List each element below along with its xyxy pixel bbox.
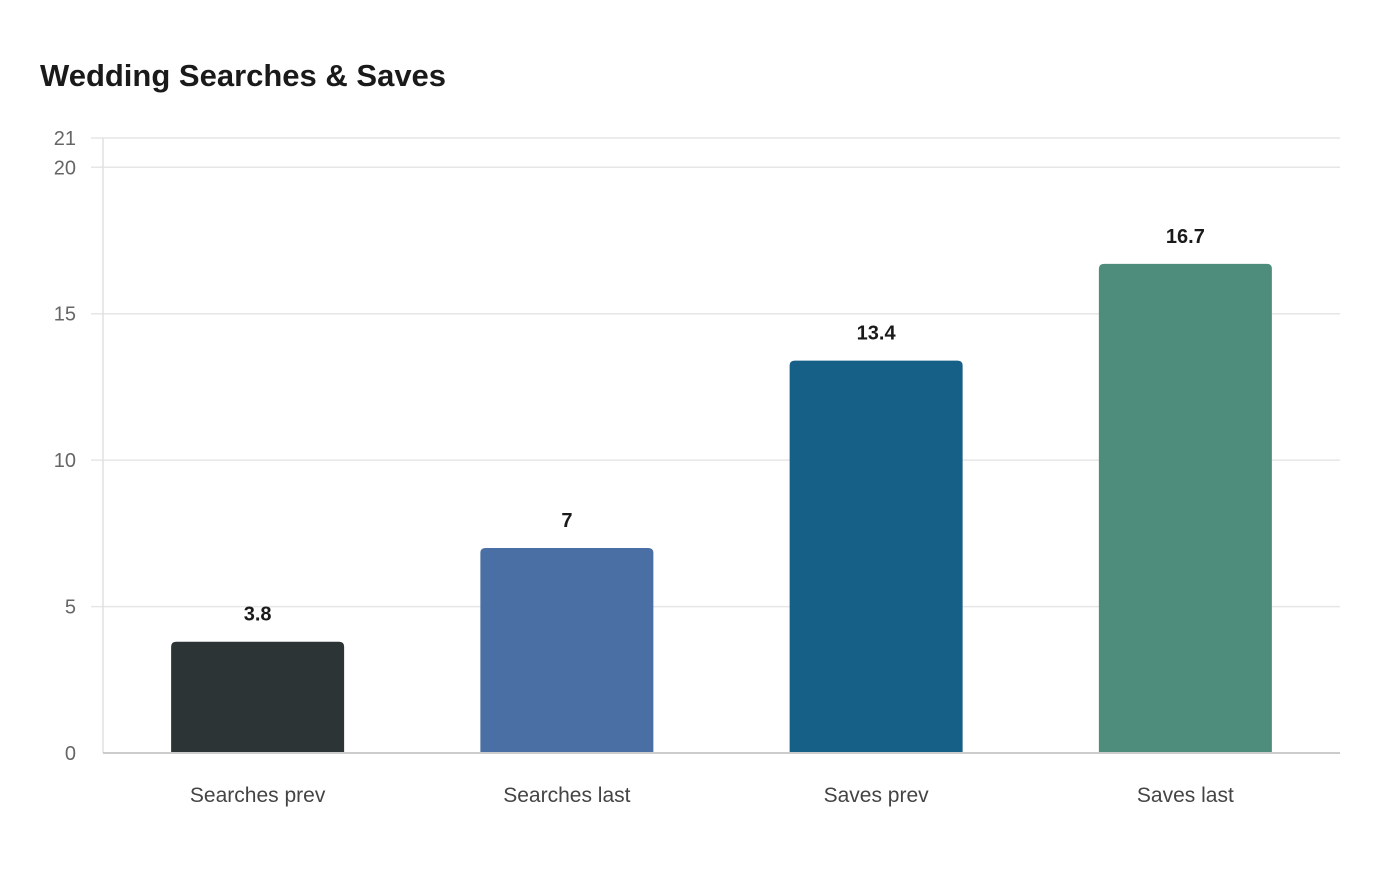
x-category-label: Saves last	[1137, 784, 1234, 807]
x-category-label: Searches last	[503, 784, 630, 807]
x-category-label: Saves prev	[824, 784, 930, 807]
bar	[789, 360, 963, 753]
bar-value-label: 16.7	[1166, 226, 1205, 248]
bar-value-label: 3.8	[244, 604, 272, 626]
y-tick-label: 21	[54, 128, 76, 150]
y-tick-label: 15	[54, 304, 76, 326]
bar	[480, 548, 654, 753]
y-tick-label: 5	[65, 597, 76, 619]
bar	[171, 641, 345, 753]
chart-title: Wedding Searches & Saves	[40, 58, 447, 93]
bar-value-label: 13.4	[857, 323, 897, 345]
x-category-label: Searches prev	[190, 784, 326, 807]
y-tick-label: 20	[54, 157, 76, 179]
bar	[1098, 263, 1272, 753]
y-tick-label: 0	[65, 743, 76, 765]
bar-value-label: 7	[561, 510, 572, 532]
y-tick-label: 10	[54, 450, 76, 472]
